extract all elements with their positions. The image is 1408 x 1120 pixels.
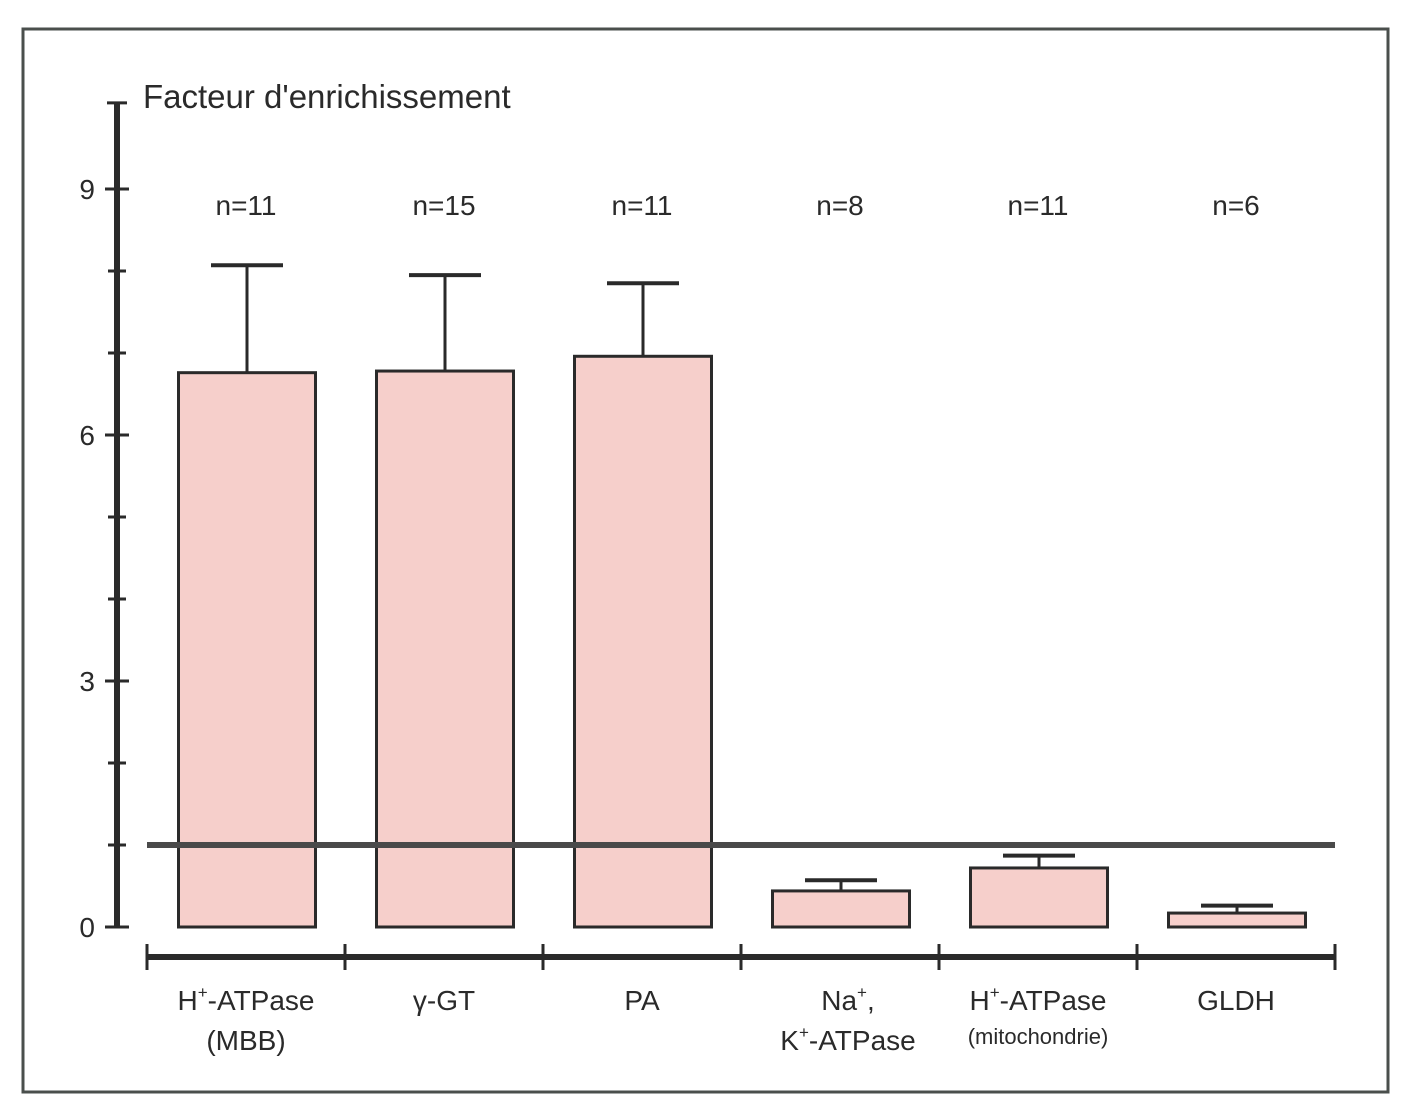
bar (1167, 911, 1307, 929)
n-label: n=15 (412, 190, 475, 221)
category-label-line2: (MBB) (206, 1025, 285, 1056)
bar (177, 371, 317, 929)
category-label: H+-ATPase (177, 983, 314, 1016)
n-label: n=6 (1212, 190, 1260, 221)
n-label: n=11 (1008, 190, 1069, 221)
n-label: n=11 (216, 190, 277, 221)
n-labels-group: n=11 n=15 n=11 n=8 n=11 n=6 (216, 190, 1260, 221)
y-tick-label: 3 (79, 666, 95, 697)
category-label-line2: K+-ATPase (780, 1023, 915, 1056)
bars-group (177, 263, 1307, 929)
category-label-line2: (mitochondrie) (968, 1024, 1109, 1049)
bar (771, 889, 911, 929)
y-axis: 0 3 6 9 (79, 101, 129, 943)
category-label: Na+, (821, 983, 875, 1016)
category-label: PA (624, 985, 660, 1016)
category-label: γ-GT (413, 985, 475, 1016)
y-axis-label: Facteur d'enrichissement (143, 78, 511, 115)
bar (969, 866, 1109, 929)
n-label: n=8 (816, 190, 864, 221)
y-tick-label: 0 (79, 912, 95, 943)
y-tick-label: 9 (79, 174, 95, 205)
category-label: H+-ATPase (969, 983, 1106, 1016)
category-label: GLDH (1197, 985, 1275, 1016)
x-axis: H+-ATPase (MBB) γ-GT PA Na+, K+-ATPase H+-ATPa… (145, 944, 1337, 1056)
bar (573, 354, 713, 929)
y-tick-label: 6 (79, 420, 95, 451)
bar (375, 369, 515, 929)
n-label: n=11 (612, 190, 673, 221)
